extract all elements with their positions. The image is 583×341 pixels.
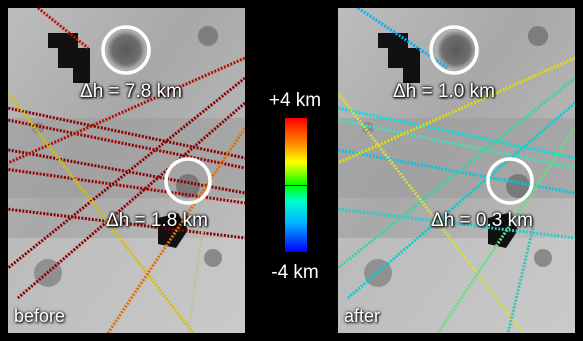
colorbar-min-label: -4 km (271, 262, 319, 283)
before-top-highlight-circle (101, 25, 151, 75)
after-bottom-annotation: Δh = 0.3 km (431, 210, 533, 231)
after-panel: Δh = 1.0 km Δh = 0.3 km after (338, 8, 575, 333)
before-bottom-annotation: Δh = 1.8 km (106, 210, 208, 231)
colorbar-zero-tick (285, 185, 307, 186)
before-top-annotation: Δh = 7.8 km (80, 81, 182, 102)
after-label: after (344, 306, 381, 326)
colorbar-max-label: +4 km (268, 90, 322, 111)
before-bottom-highlight-circle (164, 157, 212, 205)
before-label: before (14, 306, 66, 326)
after-bottom-highlight-circle (486, 157, 534, 205)
before-panel: Δh = 7.8 km Δh = 1.8 km before (8, 8, 245, 333)
before-terrain-map (8, 8, 245, 333)
after-top-highlight-circle (429, 25, 479, 75)
after-terrain-map (338, 8, 575, 333)
after-top-annotation: Δh = 1.0 km (393, 81, 495, 102)
